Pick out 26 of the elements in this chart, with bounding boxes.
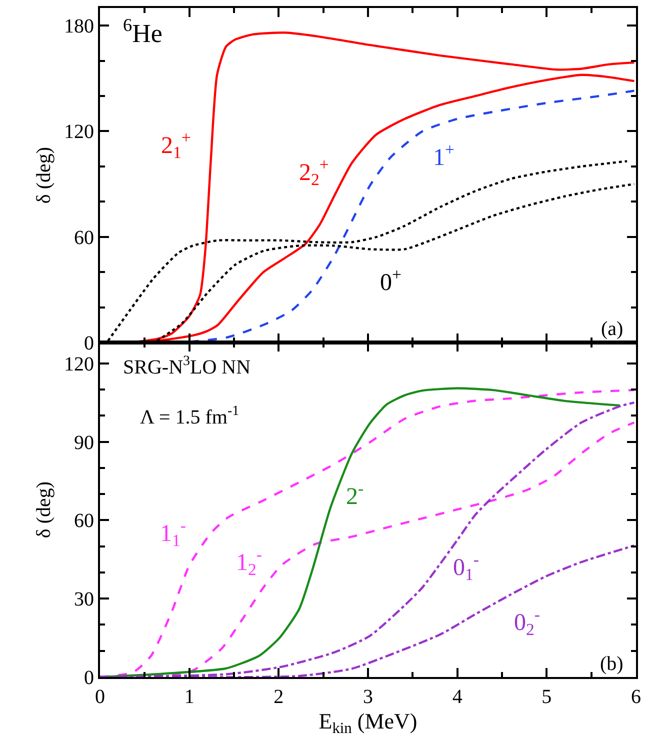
y-axis-title: δ (deg) <box>33 481 55 538</box>
annotation: SRG-N$^{3}$LO NN <box>123 354 251 378</box>
y-axis-title: δ (deg) <box>33 146 55 204</box>
y-tick-label: 120 <box>64 121 94 144</box>
y-tick-label: 0 <box>84 332 94 354</box>
x-tick-label: 1 <box>184 686 194 708</box>
y-tick-label: 180 <box>64 16 94 38</box>
annotation: (b) <box>600 653 624 675</box>
x-tick-label: 4 <box>452 686 462 708</box>
annotation: (a) <box>601 318 624 340</box>
series-label: 2$^{-}$ <box>346 479 364 510</box>
x-axis-title: E$_{kin}$ (MeV) <box>318 708 418 738</box>
annotation: $^{6}$He <box>123 15 162 48</box>
y-tick-label: 90 <box>74 432 94 454</box>
y-tick-label: 30 <box>74 588 94 611</box>
series-label: 0$^{+}$ <box>380 265 402 296</box>
y-tick-label: 120 <box>64 353 94 376</box>
y-tick-label: 0 <box>84 667 94 689</box>
annotation: Λ = 1.5 fm$^{-1}$ <box>140 404 240 428</box>
series-label: 1$^{+}$ <box>433 140 454 172</box>
x-tick-label: 2 <box>274 686 284 708</box>
y-tick-label: 60 <box>74 510 94 532</box>
x-tick-label: 5 <box>542 686 552 708</box>
x-tick-label: 6 <box>631 686 641 708</box>
x-tick-label: 3 <box>363 686 373 708</box>
y-tick-label: 60 <box>74 226 94 249</box>
